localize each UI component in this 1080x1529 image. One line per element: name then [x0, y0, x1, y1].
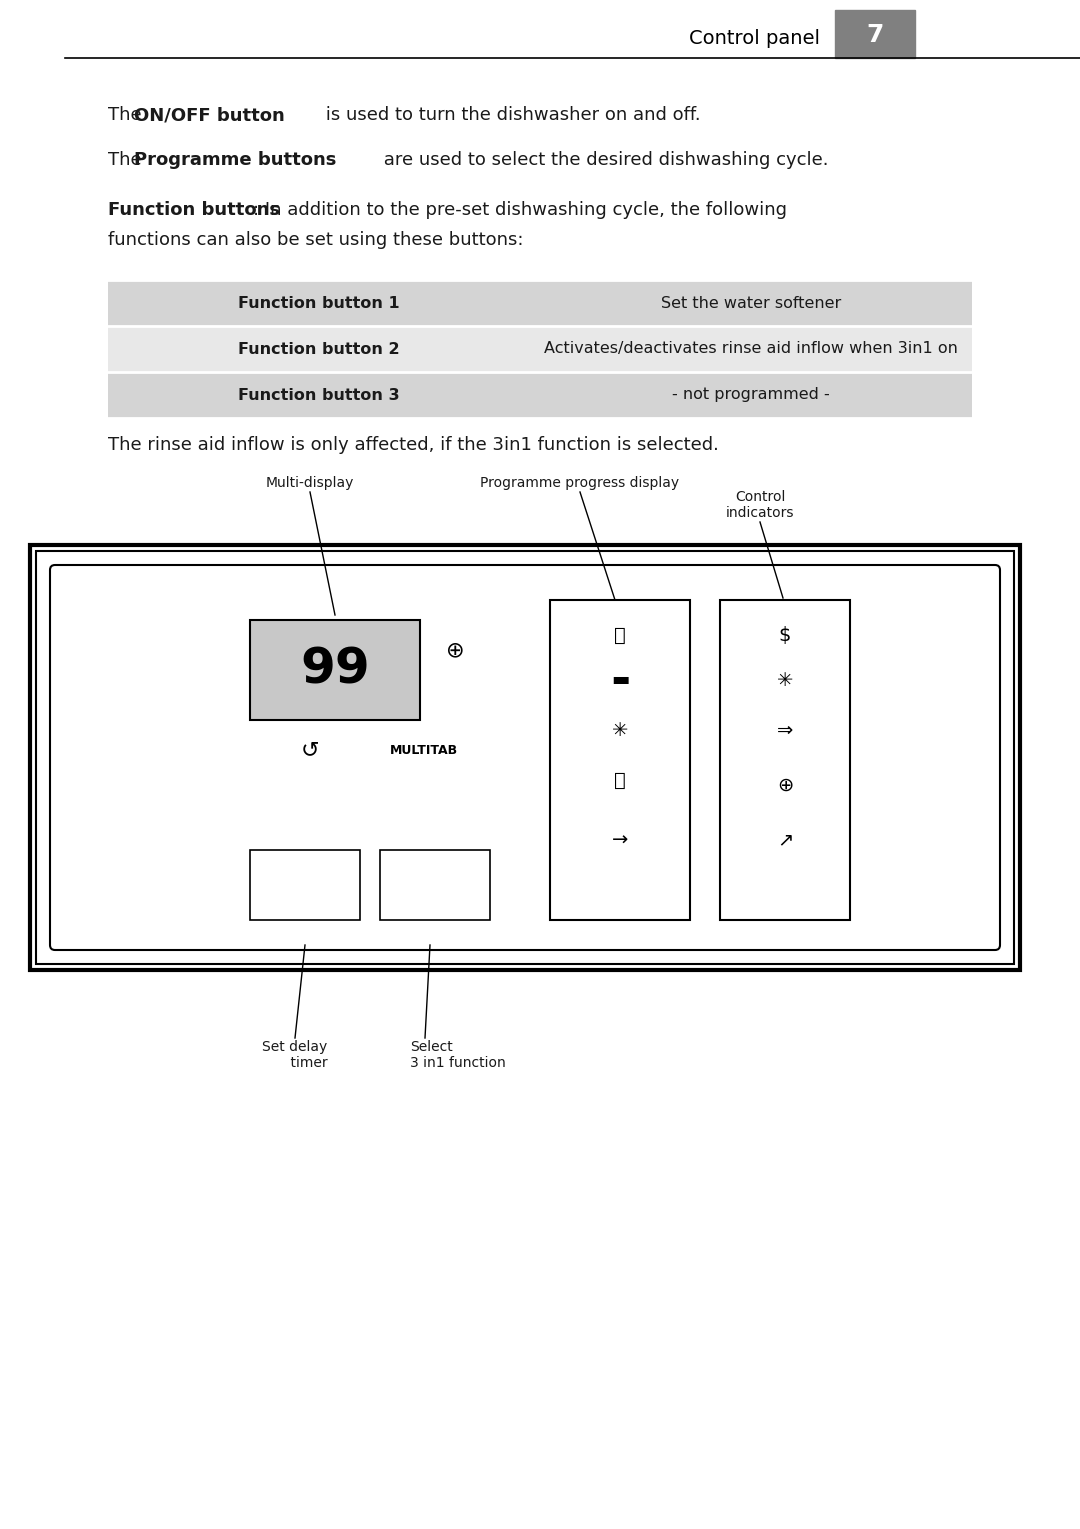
Text: 99: 99: [300, 645, 369, 694]
Bar: [30, 544, 1020, 969]
Text: The: The: [108, 106, 147, 124]
Bar: [108, 372, 530, 417]
Text: ⊕: ⊕: [777, 775, 793, 795]
Text: are used to select the desired dishwashing cycle.: are used to select the desired dishwashi…: [378, 151, 828, 170]
Text: 〽: 〽: [615, 625, 626, 645]
Text: Function button 2: Function button 2: [239, 341, 400, 356]
Text: MULTITAB: MULTITAB: [390, 743, 458, 757]
Text: Function button 3: Function button 3: [239, 387, 400, 402]
Bar: [720, 599, 850, 920]
Bar: [249, 619, 420, 720]
Text: functions can also be set using these buttons:: functions can also be set using these bu…: [108, 231, 524, 249]
Text: 〰: 〰: [615, 771, 626, 789]
Text: Function button 1: Function button 1: [239, 295, 400, 310]
Text: ⊕: ⊕: [446, 641, 464, 661]
Bar: [530, 326, 972, 372]
Bar: [530, 372, 972, 417]
Text: Set the water softener: Set the water softener: [661, 295, 841, 310]
Text: 7: 7: [866, 23, 883, 47]
Text: The: The: [108, 151, 147, 170]
Text: Activates/deactivates rinse aid inflow when 3in1 on: Activates/deactivates rinse aid inflow w…: [544, 341, 958, 356]
Text: Programme progress display: Programme progress display: [481, 476, 679, 489]
Text: ↺: ↺: [300, 740, 320, 760]
Bar: [249, 850, 360, 920]
Text: ✳: ✳: [611, 720, 629, 740]
Bar: [550, 599, 690, 920]
Bar: [835, 11, 915, 58]
Text: Control
indicators: Control indicators: [726, 489, 794, 520]
Text: Function buttons: Function buttons: [108, 200, 280, 219]
Bar: [530, 280, 972, 326]
Text: ⇒: ⇒: [777, 720, 793, 740]
Text: is used to turn the dishwasher on and off.: is used to turn the dishwasher on and of…: [320, 106, 701, 124]
Text: : In addition to the pre-set dishwashing cycle, the following: : In addition to the pre-set dishwashing…: [253, 200, 787, 219]
Text: ▬: ▬: [611, 671, 630, 690]
Text: - not programmed -: - not programmed -: [672, 387, 829, 402]
Text: $: $: [779, 625, 792, 645]
Bar: [36, 550, 1014, 963]
Text: ✳: ✳: [777, 671, 793, 690]
Text: Set delay
    timer: Set delay timer: [262, 1040, 327, 1070]
Text: →: →: [611, 830, 629, 850]
Text: Multi-display: Multi-display: [266, 476, 354, 489]
Text: Control panel: Control panel: [689, 29, 820, 47]
Bar: [380, 850, 490, 920]
Bar: [108, 326, 530, 372]
Text: ↗: ↗: [777, 830, 793, 850]
Text: ON/OFF button: ON/OFF button: [134, 106, 285, 124]
Bar: [108, 280, 530, 326]
Text: Programme buttons: Programme buttons: [134, 151, 336, 170]
Text: Select
3 in1 function: Select 3 in1 function: [410, 1040, 505, 1070]
Text: The rinse aid inflow is only affected, if the 3in1 function is selected.: The rinse aid inflow is only affected, i…: [108, 436, 719, 454]
